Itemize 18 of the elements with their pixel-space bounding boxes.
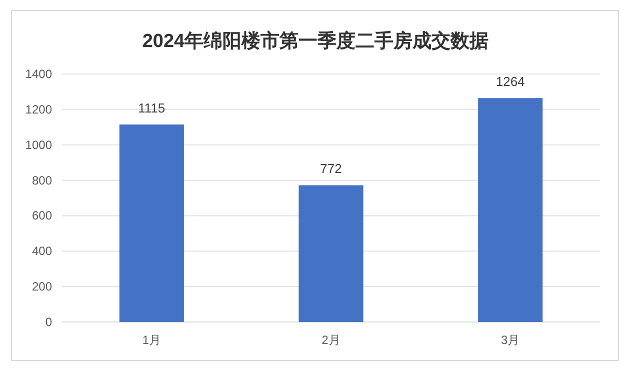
x-tick-label: 3月 [500, 333, 520, 347]
y-tick-label: 1000 [25, 138, 52, 152]
y-tick-label: 400 [32, 244, 52, 258]
data-label: 772 [320, 161, 342, 176]
data-label: 1264 [496, 74, 525, 90]
y-tick-label: 0 [45, 315, 52, 329]
y-tick-label: 800 [32, 173, 52, 188]
bar [119, 124, 184, 322]
y-tick-label: 200 [32, 280, 52, 294]
data-label: 1115 [138, 100, 166, 116]
chart-title: 2024年绵阳楼市第一季度二手房成交数据 [142, 30, 489, 52]
x-tick-label: 2月 [322, 333, 340, 347]
bar [478, 98, 543, 322]
y-tick-label: 600 [32, 208, 52, 223]
y-tick-label: 1400 [25, 67, 52, 81]
bar [298, 185, 364, 322]
x-tick-label: 1月 [142, 333, 162, 347]
y-tick-label: 1200 [25, 102, 52, 116]
